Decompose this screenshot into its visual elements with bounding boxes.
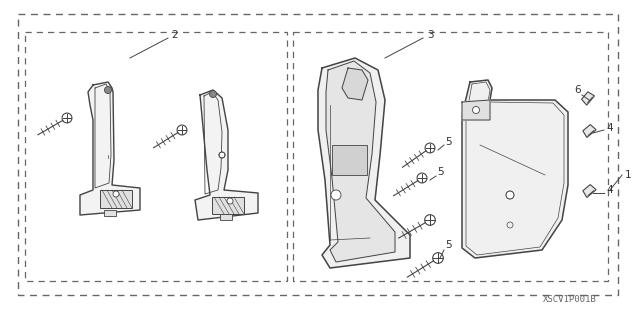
Bar [25,32,287,281]
Text: 6: 6 [575,85,581,95]
Circle shape [62,113,72,123]
Polygon shape [582,92,595,105]
Bar [220,214,232,220]
Polygon shape [342,68,368,100]
Bar [332,145,367,175]
Circle shape [425,143,435,153]
Circle shape [425,215,435,225]
Text: 3: 3 [427,30,433,40]
Text: 5: 5 [445,240,451,250]
Circle shape [227,198,233,204]
Circle shape [331,190,341,200]
Circle shape [104,86,111,93]
Text: 1: 1 [625,170,631,180]
Polygon shape [318,58,410,268]
Polygon shape [583,125,596,137]
Circle shape [472,107,479,114]
Circle shape [113,191,119,197]
Bar [100,190,132,208]
Circle shape [433,253,444,263]
Text: 5: 5 [436,167,444,177]
Polygon shape [80,82,140,215]
Circle shape [506,191,514,199]
Text: 4: 4 [607,123,613,133]
Circle shape [417,173,427,183]
Text: XSCV1P001B: XSCV1P001B [543,295,597,305]
Bar [104,210,116,216]
Text: 4: 4 [607,185,613,195]
Bar [293,32,608,281]
Bar [18,14,618,295]
Polygon shape [195,90,258,220]
Polygon shape [583,185,596,197]
Circle shape [219,152,225,158]
Polygon shape [326,61,395,262]
Bar [212,197,244,214]
Circle shape [209,91,216,98]
Text: 5: 5 [445,137,451,147]
Polygon shape [462,100,490,120]
Polygon shape [462,80,568,258]
Text: 2: 2 [172,30,179,40]
Circle shape [177,125,187,135]
